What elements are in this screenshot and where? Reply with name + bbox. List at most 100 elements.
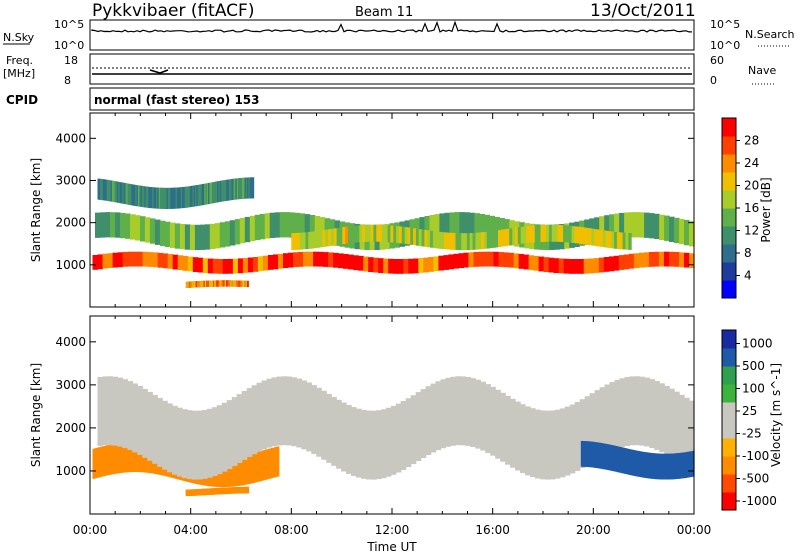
heatmap-cell: [252, 177, 255, 199]
heatmap-cell: [137, 251, 144, 267]
heatmap-cell: [469, 233, 474, 250]
heatmap-cell: [226, 487, 228, 494]
heatmap-cell: [526, 226, 530, 243]
heatmap-cell: [583, 441, 586, 467]
heatmap-cell: [302, 232, 307, 250]
heatmap-cell: [458, 233, 462, 251]
heatmap-cell: [157, 187, 160, 209]
heatmap-cell: [540, 225, 544, 242]
heatmap-cell: [204, 183, 207, 205]
x-tick-label: 12:00: [375, 523, 410, 537]
heatmap-cell: [401, 226, 406, 244]
heatmap-cell: [208, 182, 210, 204]
power-ylabel: Slant Range [km]: [29, 158, 43, 262]
heatmap-cell: [236, 178, 239, 200]
heatmap-cell: [589, 393, 596, 463]
heatmap-cell: [523, 226, 527, 244]
heatmap-cell: [191, 185, 194, 207]
heatmap-cell: [109, 180, 112, 202]
heatmap-cell: [226, 400, 233, 469]
colorbar-swatch: [722, 280, 736, 299]
heatmap-cell: [125, 442, 128, 473]
heatmap-cell: [644, 377, 650, 447]
heatmap-cell: [590, 441, 592, 468]
heatmap-cell: [664, 385, 670, 455]
heatmap-cell: [311, 231, 315, 249]
heatmap-cell: [126, 442, 129, 473]
heatmap-cell: [619, 232, 624, 250]
heatmap-cell: [601, 443, 603, 469]
heatmap-cell: [445, 377, 452, 447]
heatmap-cell: [218, 181, 221, 203]
nsky-label: N.Sky: [3, 31, 35, 44]
heatmap-cell: [247, 454, 250, 485]
heatmap-cell: [566, 225, 570, 243]
heatmap-cell: [120, 442, 123, 473]
heatmap-cell: [346, 405, 352, 474]
heatmap-cell: [664, 453, 667, 480]
heatmap-cell: [421, 229, 425, 247]
heatmap-cell: [118, 181, 121, 203]
heatmap-cell: [370, 224, 374, 242]
colorbar-swatch: [722, 208, 736, 227]
heatmap-cell: [226, 456, 229, 487]
heatmap-cell: [214, 181, 217, 203]
heatmap-cell: [690, 451, 692, 478]
heatmap-cell: [420, 389, 427, 458]
heatmap-cell: [654, 213, 660, 240]
heatmap-cell: [314, 216, 321, 242]
heatmap-cell: [247, 257, 254, 273]
heatmap-cell: [388, 258, 394, 274]
x-tick-label: 20:00: [576, 523, 611, 537]
heatmap-cell: [108, 444, 111, 475]
heatmap-cell: [227, 179, 230, 201]
heatmap-cell: [580, 227, 584, 244]
heatmap-cell: [574, 226, 578, 244]
colorbar-swatch: [722, 438, 736, 457]
heatmap-cell: [291, 377, 297, 447]
heatmap-cell: [122, 251, 129, 267]
y-tick-label: 2000: [55, 421, 86, 435]
heatmap-cell: [237, 258, 244, 274]
heatmap-cell: [196, 489, 198, 496]
heatmap-cell: [395, 403, 402, 473]
heatmap-cell: [185, 281, 187, 288]
radar-title: Pykkvibaer (fitACF): [92, 1, 254, 21]
heatmap-cell: [294, 233, 298, 250]
cpid-text: normal (fast stereo) 153: [94, 93, 260, 107]
heatmap-cell: [189, 281, 191, 288]
heatmap-cell: [207, 280, 209, 287]
heatmap-cell: [635, 450, 637, 477]
heatmap-cell: [314, 231, 318, 249]
heatmap-cell: [132, 383, 138, 453]
heatmap-cell: [323, 252, 329, 267]
heatmap-cell: [97, 447, 100, 478]
heatmap-cell: [189, 489, 191, 496]
heatmap-cell: [424, 230, 428, 247]
heatmap-cell: [274, 447, 277, 478]
heatmap-cell: [481, 232, 485, 250]
heatmap-cell: [614, 379, 621, 449]
heatmap-cell: [378, 258, 384, 273]
heatmap-cell: [549, 410, 556, 480]
heatmap-cell: [294, 212, 301, 239]
heatmap-cell: [235, 456, 238, 487]
heatmap-cell: [150, 187, 153, 209]
heatmap-cell: [675, 453, 677, 480]
heatmap-cell: [333, 228, 338, 246]
heatmap-cell: [284, 212, 291, 238]
heatmap-cell: [177, 255, 184, 271]
heatmap-cell: [443, 255, 449, 270]
heatmap-cell: [236, 455, 239, 486]
heatmap-cell: [515, 401, 521, 471]
heatmap-cell: [425, 386, 432, 456]
nave-tick-bottom: 0: [710, 74, 717, 87]
heatmap-cell: [350, 226, 355, 243]
heatmap-cell: [217, 259, 224, 274]
heatmap-cell: [339, 227, 343, 245]
heatmap-cell: [503, 252, 510, 268]
heatmap-cell: [455, 233, 459, 250]
heatmap-cell: [167, 254, 174, 269]
heatmap-cell: [299, 232, 304, 250]
heatmap-cell: [608, 231, 612, 249]
